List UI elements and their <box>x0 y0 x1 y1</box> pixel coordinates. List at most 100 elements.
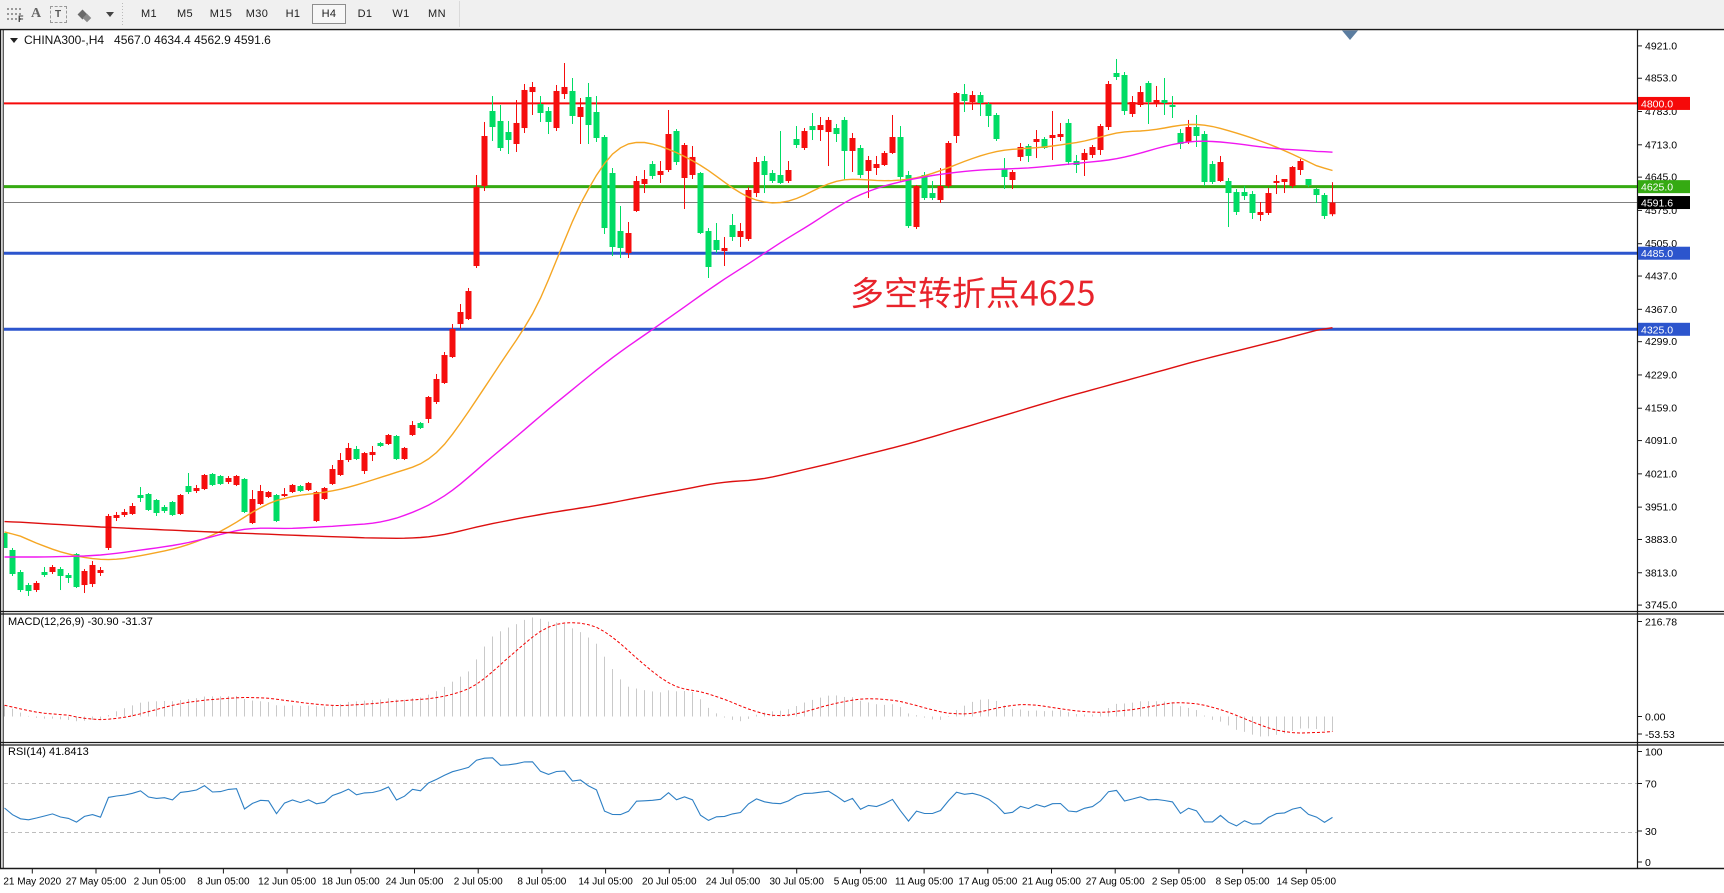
candle-body <box>1201 134 1208 182</box>
candle-body <box>313 492 320 522</box>
macd-hist-bar <box>868 702 869 717</box>
candle-wick <box>1260 202 1261 221</box>
candle <box>41 567 48 577</box>
text-label-tool-icon[interactable]: A <box>25 3 47 25</box>
candle <box>417 422 424 430</box>
candle-wick <box>188 472 189 495</box>
candle <box>1281 178 1288 194</box>
candle-body <box>81 570 88 586</box>
candle <box>305 481 312 492</box>
toolbar-grip[interactable] <box>121 3 125 25</box>
candle-body <box>305 482 312 491</box>
timeframe-button-D1[interactable]: D1 <box>357 8 373 20</box>
macd-hist-bar <box>348 701 349 717</box>
text-box-tool-icon[interactable]: T <box>47 3 69 25</box>
ma-slow-line <box>4 327 1333 540</box>
macd-hist-bar <box>372 700 373 717</box>
candle-body <box>1113 73 1120 77</box>
candle-wick <box>724 237 725 267</box>
macd-hist-bar <box>1180 706 1181 717</box>
candle <box>673 129 680 166</box>
candle-body <box>881 152 888 166</box>
candle <box>1065 118 1072 166</box>
candle-body <box>433 378 440 403</box>
candle <box>1177 129 1184 149</box>
candle-wick <box>868 155 869 199</box>
candle <box>337 453 344 476</box>
macd-hist-bar <box>1244 716 1245 732</box>
timeframe-button-H4[interactable]: H4 <box>312 4 346 24</box>
macd-hist-bar <box>732 716 733 720</box>
candle-wick <box>1228 177 1229 228</box>
macd-hist-bar <box>332 705 333 717</box>
macd-hist-bar <box>484 646 485 717</box>
shapes-dropdown-caret[interactable] <box>106 11 114 17</box>
candle-wick <box>1332 182 1333 217</box>
timeframe-button-W1[interactable]: W1 <box>392 8 410 20</box>
macd-hist-bar <box>220 696 221 717</box>
candle <box>73 553 80 589</box>
candle-body <box>1161 100 1168 104</box>
candle-body <box>345 447 352 461</box>
candle-body <box>785 170 792 181</box>
candle <box>785 161 792 183</box>
macd-hist-bar <box>972 701 973 717</box>
macd-hist-bar <box>836 695 837 717</box>
candle-body <box>569 90 576 116</box>
candle <box>713 223 720 253</box>
candle-body <box>729 225 736 238</box>
candle-wick <box>1060 122 1061 141</box>
timeframe-button-M1[interactable]: M1 <box>140 8 158 20</box>
candle-body <box>841 119 848 151</box>
macd-hist-bar <box>716 713 717 717</box>
symbol-collapse-icon[interactable] <box>10 37 18 43</box>
candle <box>329 465 336 485</box>
fibonacci-tool-icon[interactable]: F <box>3 3 25 25</box>
candle <box>449 324 456 359</box>
macd-hist-bar <box>20 712 21 717</box>
candle-wick <box>980 92 981 116</box>
shapes-tool-icon[interactable] <box>69 3 99 25</box>
timeframe-button-H1[interactable]: H1 <box>285 8 301 20</box>
chart-canvas[interactable]: 4921.04853.04783.04713.04645.04575.04505… <box>0 29 1724 893</box>
candle-wick <box>1156 85 1157 108</box>
price-badge-box <box>1638 322 1690 336</box>
candle <box>297 484 304 493</box>
candle-body <box>793 139 800 145</box>
candle-body <box>1217 162 1224 181</box>
candle-wick <box>932 180 933 201</box>
timeframe-button-M5[interactable]: M5 <box>176 8 194 20</box>
macd-hist-bar <box>524 619 525 717</box>
symbol-name: CHINA300-,H4 <box>24 33 105 47</box>
toolbar: F A T M1 M5 M15 M30 H1 H4 D1 W1 MN <box>0 0 1724 29</box>
candle-body <box>849 138 856 151</box>
candle-body <box>673 131 680 163</box>
macd-hist-bar <box>1300 716 1301 729</box>
candle-body <box>329 468 336 484</box>
price-badge-box <box>1638 196 1690 210</box>
macd-hist-bar <box>596 643 597 717</box>
macd-hist-bar <box>644 690 645 717</box>
candle <box>593 96 600 142</box>
macd-hist-bar <box>380 699 381 717</box>
candle-body <box>33 582 40 591</box>
timeframe-button-M30[interactable]: M30 <box>245 8 269 20</box>
candle <box>841 116 848 180</box>
candle <box>649 161 656 179</box>
annotation-text[interactable] <box>852 276 1094 309</box>
macd-hist-bar <box>36 716 37 718</box>
candle-body <box>17 571 24 591</box>
candle-body <box>641 178 648 184</box>
macd-hist-bar <box>988 699 989 717</box>
rsi-line <box>4 757 1333 827</box>
timeframe-button-MN[interactable]: MN <box>428 8 446 20</box>
macd-hist-bar <box>276 705 277 717</box>
candle-body <box>1097 126 1104 150</box>
text-label-glyph: A <box>30 6 42 21</box>
macd-hist-bar <box>756 714 757 717</box>
candle <box>1169 96 1176 118</box>
price-tick-label: 4159.0 <box>1645 403 1677 415</box>
price-badge-box <box>1638 96 1690 110</box>
candle-body <box>545 110 552 122</box>
timeframe-button-M15[interactable]: M15 <box>209 8 233 20</box>
